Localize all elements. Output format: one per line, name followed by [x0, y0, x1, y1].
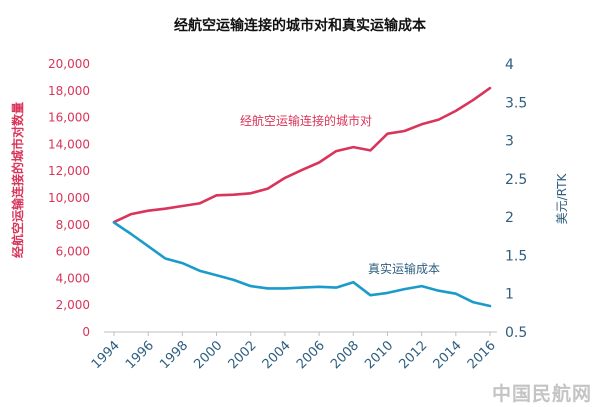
x-tick-label: 2016 [465, 338, 499, 372]
y-left-tick-label: 8,000 [56, 218, 90, 232]
series-line-real-cost [112, 221, 492, 308]
y-left-tick-label: 18,000 [48, 84, 90, 98]
series-lines [112, 86, 492, 308]
x-tick-label: 2004 [260, 338, 294, 372]
series-label-real-cost: 真实运输成本 [368, 261, 440, 276]
x-tick-label: 2012 [396, 338, 430, 372]
x-tick-label: 2010 [362, 338, 396, 372]
x-tick-label: 1996 [123, 338, 157, 372]
y-right-tick-label: 3.5 [505, 95, 527, 111]
y-right-tick-label: 2 [505, 210, 514, 226]
y-left-tick-label: 4,000 [56, 271, 90, 285]
y-right-tick-label: 4 [505, 57, 514, 73]
y-right-tick-label: 1.5 [505, 248, 527, 264]
y-left-tick-label: 16,000 [48, 111, 90, 125]
series-label-city-pairs: 经航空运输连接的城市对 [240, 113, 372, 128]
y-axis-left-ticks: 0 2,000 4,000 6,000 8,000 10,000 12,000 14,000 1… [48, 57, 90, 339]
y-left-tick-label: 20,000 [48, 57, 90, 71]
x-tick-label: 1998 [157, 338, 191, 372]
y-left-tick-label: 2,000 [56, 298, 90, 312]
y-right-tick-label: 3 [505, 134, 514, 150]
y-axis-label-right: 美元/RTK [555, 173, 569, 225]
y-left-tick-label: 10,000 [48, 191, 90, 205]
y-left-tick-label: 12,000 [48, 164, 90, 178]
y-axis-right-ticks: 0.5 1 1.5 2 2.5 3 3.5 4 [505, 57, 527, 341]
y-right-tick-label: 0.5 [505, 325, 527, 341]
y-right-tick-label: 2.5 [505, 172, 527, 188]
y-left-tick-label: 6,000 [56, 245, 90, 259]
y-left-tick-label: 14,000 [48, 137, 90, 151]
x-tick-label: 2002 [226, 338, 260, 372]
x-tick-label: 1994 [89, 338, 123, 372]
y-right-tick-label: 1 [505, 287, 514, 303]
x-tick-label: 2006 [294, 338, 328, 372]
x-tick-label: 2000 [191, 338, 225, 372]
y-axis-label-left: 经航空运输连接的城市对数量 [10, 102, 25, 258]
x-tick-label: 2008 [328, 338, 362, 372]
x-axis-ticks: 1994 1996 1998 2000 2002 2004 2006 2008 2010 2012… [89, 332, 499, 372]
x-tick-label: 2014 [431, 338, 465, 372]
y-left-tick-label: 0 [82, 325, 90, 339]
chart-title: 经航空运输连接的城市对和真实运输成本 [174, 17, 427, 34]
series-line-city-pairs [112, 86, 492, 224]
watermark-logo: 中国民航网 [492, 382, 592, 405]
